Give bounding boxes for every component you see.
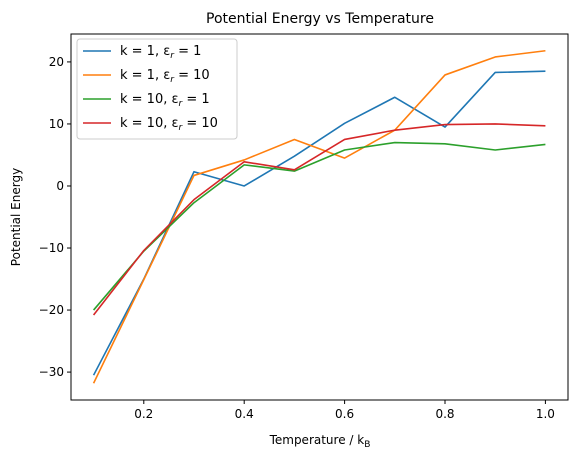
series-line-3 [94,143,546,310]
x-tick-label: 1.0 [536,407,555,421]
legend-label-2: k = 1, εr = 10 [120,68,210,85]
x-tick-label: 0.2 [134,407,153,421]
legend: k = 1, εr = 1 k = 1, εr = 10 k = 10, εr = … [77,39,237,139]
series-line-4 [94,124,546,315]
x-axis-label-subscript: B [364,440,370,450]
y-tick-label: −30 [39,365,64,379]
y-tick-label: 20 [49,55,64,69]
y-tick-label: −20 [39,303,64,317]
legend-label-1: k = 1, εr = 1 [120,44,201,61]
x-tick-label: 0.6 [335,407,354,421]
y-tick-label: 0 [56,179,64,193]
legend-label-3: k = 10, εr = 1 [120,92,210,109]
x-tick-label: 0.4 [235,407,254,421]
x-axis-label: Temperature / kB [269,433,371,450]
y-tick-label: −10 [39,241,64,255]
chart-title: Potential Energy vs Temperature [206,11,434,27]
x-tick-label: 0.8 [435,407,454,421]
y-tick-label: 10 [49,117,64,131]
y-axis-label: Potential Energy [9,168,23,266]
legend-label-4: k = 10, εr = 10 [120,116,218,133]
